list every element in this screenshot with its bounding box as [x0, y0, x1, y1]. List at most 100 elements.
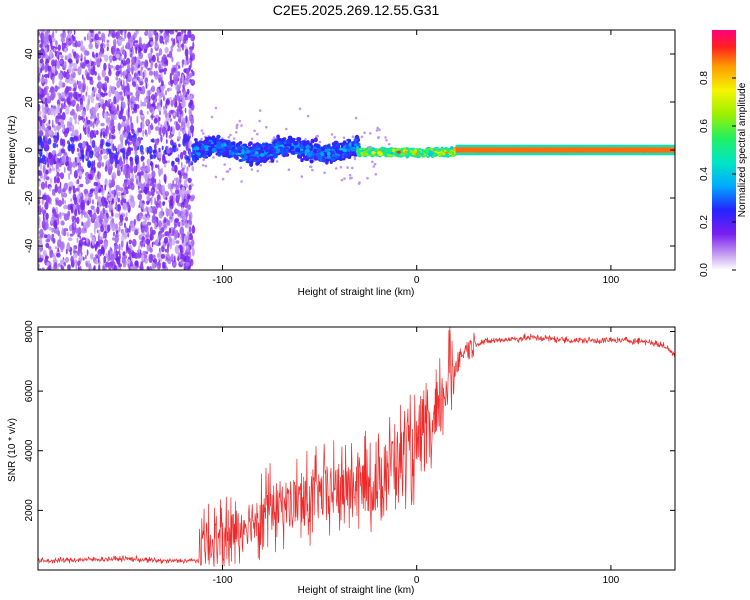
- heat-cell: [38, 39, 41, 44]
- heat-cell: [90, 232, 93, 238]
- heat-cell: [275, 148, 281, 152]
- heat-cell: [169, 240, 173, 250]
- heat-cell: [142, 129, 145, 137]
- heat-cell: [78, 106, 82, 112]
- heat-cell: [182, 129, 186, 135]
- heat-cell: [206, 151, 213, 157]
- heat-cell: [249, 162, 254, 167]
- heat-cell: [59, 138, 64, 146]
- heat-cell: [96, 229, 99, 234]
- heat-cell: [127, 185, 130, 189]
- heat-cell: [264, 148, 270, 153]
- heat-cell: [57, 55, 60, 61]
- heat-cell: [146, 165, 151, 173]
- heat-cell: [184, 80, 188, 84]
- heat-cell: [66, 96, 71, 104]
- heat-cell: [153, 178, 157, 183]
- heat-cell: [179, 177, 182, 183]
- heat-cell: [129, 92, 133, 96]
- heat-cell: [183, 133, 188, 140]
- heat-cell: [178, 115, 182, 124]
- heat-cell: [56, 253, 61, 258]
- heat-cell: [94, 260, 99, 265]
- heat-cell: [85, 254, 87, 260]
- heat-cell: [75, 227, 79, 234]
- heat-cell: [59, 241, 65, 250]
- heat-cell: [227, 135, 231, 139]
- heat-cell: [38, 204, 42, 213]
- heat-cell: [189, 124, 195, 134]
- heat-cell: [47, 137, 52, 145]
- heat-cell: [113, 96, 117, 105]
- heat-cell: [53, 65, 56, 74]
- heat-cell: [158, 147, 161, 153]
- heat-cell: [114, 243, 119, 250]
- heat-cell: [246, 149, 250, 155]
- heat-cell: [103, 62, 107, 71]
- heat-cell: [180, 211, 184, 215]
- heat-cell: [185, 255, 190, 262]
- heat-cell: [174, 231, 178, 240]
- heat-cell: [168, 114, 171, 118]
- heat-cell: [51, 236, 53, 242]
- heat-cell: [51, 91, 56, 99]
- heat-cell: [58, 152, 62, 157]
- heat-cell: [87, 200, 90, 206]
- heat-cell: [97, 37, 102, 41]
- heat-cell: [210, 144, 215, 147]
- heat-cell: [252, 143, 257, 147]
- heat-cell: [48, 109, 51, 115]
- heat-cell: [108, 30, 111, 35]
- heat-cell: [74, 87, 76, 92]
- heat-cell: [73, 30, 76, 36]
- heat-cell: [53, 211, 57, 217]
- heat-cell: [61, 212, 66, 216]
- heat-cell: [105, 135, 108, 140]
- heat-cell: [268, 156, 273, 160]
- heat-cell: [156, 190, 160, 195]
- heat-cell: [89, 58, 92, 67]
- heat-cell: [78, 170, 83, 177]
- heat-cell: [269, 146, 275, 150]
- heat-cell: [259, 163, 263, 167]
- heat-cell: [125, 87, 128, 97]
- heat-cell: [280, 147, 285, 152]
- heat-cell: [121, 247, 123, 251]
- heat-cell: [91, 107, 94, 114]
- heat-cell: [138, 190, 143, 194]
- heat-cell: [76, 237, 79, 243]
- heat-cell: [116, 80, 121, 89]
- heat-cell: [51, 119, 54, 128]
- heat-cell: [141, 117, 145, 123]
- heat-cell: [120, 47, 123, 52]
- heat-cell: [120, 30, 123, 35]
- heat-cell: [88, 264, 91, 270]
- heat-cell: [251, 148, 256, 153]
- heat-cell: [175, 30, 178, 33]
- heat-cell: [128, 170, 131, 179]
- heat-cell: [175, 157, 180, 163]
- heat-cell: [202, 158, 205, 161]
- heat-cell: [188, 65, 191, 71]
- heat-cell: [142, 168, 147, 172]
- heat-cell: [45, 169, 49, 175]
- heat-cell: [171, 238, 176, 246]
- heat-cell: [366, 176, 369, 180]
- heat-cell: [79, 97, 83, 106]
- heat-cell: [38, 249, 41, 257]
- heat-cell: [180, 234, 183, 241]
- heat-cell: [150, 79, 154, 83]
- heat-cell: [172, 144, 177, 153]
- heat-cell: [177, 65, 181, 69]
- heat-cell: [181, 161, 183, 169]
- heat-cell: [84, 227, 87, 232]
- heat-cell: [78, 80, 82, 90]
- heat-cell: [172, 64, 177, 68]
- heat-cell: [45, 176, 50, 181]
- heat-cell: [158, 210, 164, 219]
- heat-cell: [98, 229, 101, 237]
- heat-cell: [164, 110, 166, 114]
- heat-cell: [169, 72, 172, 82]
- heat-cell: [122, 50, 126, 55]
- heat-cell: [65, 161, 70, 166]
